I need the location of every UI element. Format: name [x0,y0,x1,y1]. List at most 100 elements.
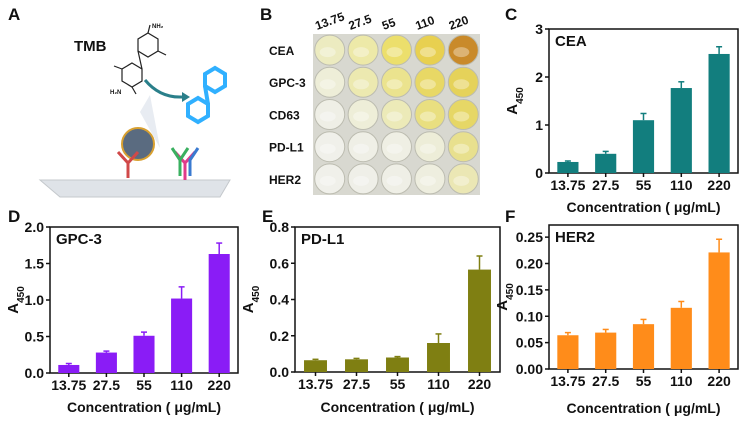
well-highlight [419,111,436,122]
y-tick-label: 1.5 [25,256,45,272]
well-highlight [353,143,370,154]
y-axis-label-main: A [240,302,257,313]
well-highlight [453,143,470,154]
well-highlight [319,111,336,122]
x-tick-label: 27.5 [592,177,619,193]
x-tick-label: 220 [468,376,492,392]
y-tick-label: 1.0 [25,292,45,308]
y-tick-label: 0.0 [25,365,45,381]
column-label: 110 [413,13,436,33]
row-label: CD63 [269,108,300,122]
plate-surface [38,179,231,198]
x-axis-label: Concentration ( μg/mL) [567,400,721,416]
well-highlight [353,175,370,186]
x-tick-label: 13.75 [298,376,333,392]
x-tick-label: 13.75 [51,377,86,393]
well-highlight [419,79,436,90]
bar [557,335,579,369]
well [381,66,412,98]
y-axis-label-main: A [494,300,511,311]
arrow-head-icon [182,92,190,102]
bar [632,120,655,173]
x-tick-label: 55 [390,376,406,392]
y-tick-label: 1 [535,117,543,133]
y-axis-label: A450 [504,87,526,115]
column-label: 55 [380,15,398,33]
well-highlight [353,111,370,122]
bar [632,324,655,369]
y-tick-label: 0.2 [270,328,290,344]
well [447,34,479,66]
x-tick-label: 110 [427,376,450,392]
chart-title: PD-L1 [301,231,344,248]
antibody-group-icon [170,147,200,180]
well-highlight [453,175,470,186]
y-tick-label: 0.15 [516,282,543,298]
well [381,131,412,163]
x-tick-label: 110 [670,373,693,389]
row-label: GPC-3 [269,76,306,90]
well-highlight [386,111,403,122]
y-tick-label: 0.05 [516,335,543,351]
x-axis-label: Concentration ( μg/mL) [321,399,475,415]
x-tick-label: 110 [170,377,193,393]
well [447,99,479,130]
x-axis-label: Concentration ( μg/mL) [67,399,221,415]
column-label: 220 [447,13,471,33]
bar [386,357,409,372]
well [414,99,446,130]
arrow-icon [143,79,183,99]
panel-letter-b: B [260,5,272,24]
well-highlight [419,175,436,186]
chart-title: CEA [555,33,587,50]
well [381,34,412,66]
panel-letter-c: C [505,5,517,24]
y-tick-label: 0.4 [270,292,290,308]
y-tick-label: 0.0 [270,364,290,380]
well [381,99,412,130]
y-tick-label: 2 [535,69,543,85]
well-highlight [319,79,336,90]
y-tick-label: 0.20 [516,256,543,272]
well-highlight [319,175,336,186]
y-tick-label: 2.0 [25,219,45,235]
well-highlight [453,111,470,122]
bar [708,53,730,173]
well [347,163,379,195]
y-tick-label: 0.8 [270,219,290,235]
well [314,163,346,195]
nanoparticle-icon [121,127,155,161]
bar [670,307,692,369]
y-tick-label: 0.10 [516,308,543,324]
well-highlight [386,175,403,186]
chart-title: GPC-3 [56,231,102,248]
bar [557,161,579,173]
well [347,131,379,163]
y-axis-label-main: A [5,303,22,314]
well-highlight [319,143,336,154]
chart-c: C CEA 0 1 2 3 A450 13.75 27.5 55 110 220 Concentrati… [504,5,739,215]
well-highlight [386,143,403,154]
well-highlight [419,47,436,58]
well [381,163,412,195]
x-tick-label: 220 [208,377,232,393]
x-tick-label: 27.5 [592,373,619,389]
well [447,131,479,163]
well [347,66,379,98]
well [347,99,379,130]
chart-d: D GPC-3 0.0 0.5 1.0 1.5 2.0 A450 13.75 27.5 55 110 2… [5,207,239,415]
y-axis-label-main: A [504,104,521,115]
x-tick-label: 13.75 [550,177,585,193]
well [447,66,479,98]
y-axis-label-sub: 450 [251,285,262,302]
x-tick-label: 220 [707,177,731,193]
x-tick-label: 110 [670,177,693,193]
y-axis-label-sub: 450 [505,283,516,300]
bar [345,359,368,372]
x-tick-label: 27.5 [93,377,120,393]
x-tick-label: 55 [136,377,152,393]
zoom-cone [140,95,160,148]
y-axis-label: A450 [240,285,262,313]
bar [670,88,692,173]
